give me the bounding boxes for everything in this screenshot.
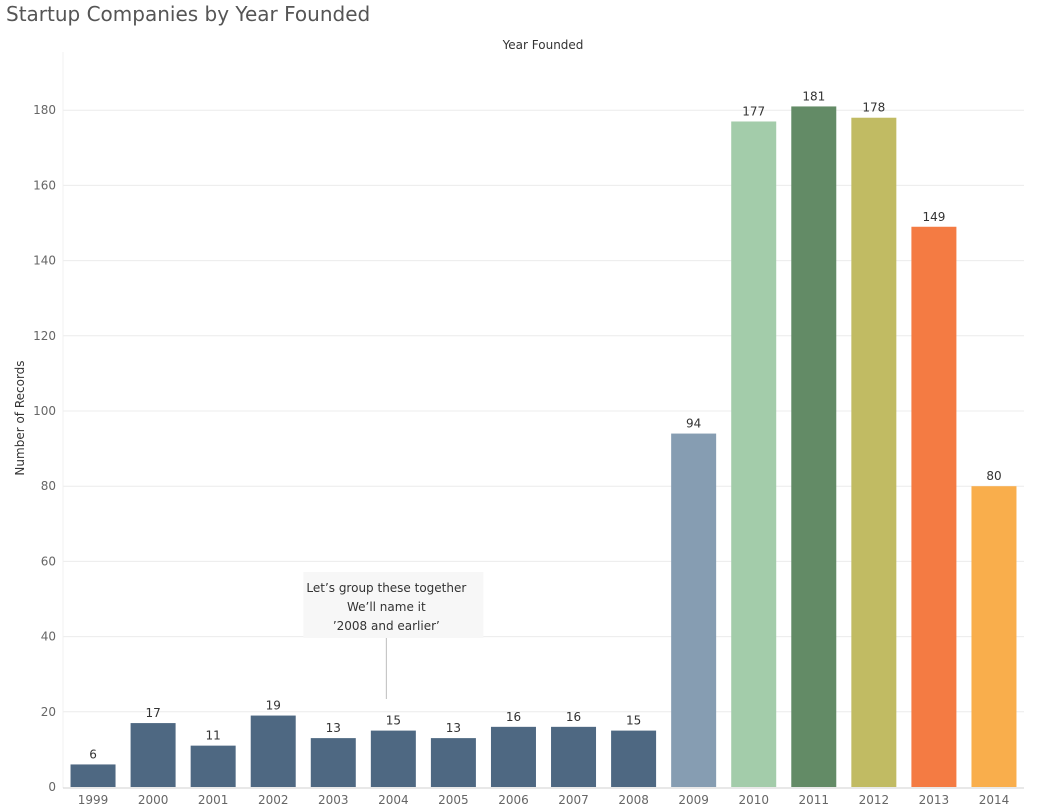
y-tick-label: 0 (48, 780, 56, 794)
x-axis-title: Year Founded (502, 38, 584, 52)
y-axis-title: Number of Records (13, 360, 27, 475)
data-label-2009: 94 (686, 417, 701, 431)
x-tick-label-2002: 2002 (258, 793, 289, 807)
data-label-2003: 13 (326, 721, 341, 735)
data-label-1999: 6 (89, 747, 97, 761)
bar-2005[interactable] (430, 738, 476, 787)
bar-2004[interactable] (370, 730, 416, 787)
bar-2010[interactable] (731, 121, 777, 788)
y-tick-label: 160 (33, 178, 56, 192)
data-label-2010: 177 (742, 104, 765, 118)
x-tick-label-1999: 1999 (78, 793, 109, 807)
data-label-2000: 17 (145, 706, 160, 720)
bar-2012[interactable] (851, 117, 897, 788)
y-tick-label: 120 (33, 329, 56, 343)
data-label-2004: 15 (386, 714, 401, 728)
y-axis-ticks: 0 20 40 60 80 100 120 140 160 180 (33, 103, 56, 794)
bar-2002[interactable] (250, 715, 296, 787)
bar-2014[interactable] (971, 486, 1017, 787)
x-tick-label-2009: 2009 (678, 793, 709, 807)
x-tick-label-2013: 2013 (919, 793, 950, 807)
bar-2001[interactable] (190, 745, 236, 787)
x-tick-label-2011: 2011 (799, 793, 830, 807)
data-label-2005: 13 (446, 721, 461, 735)
x-tick-label-2000: 2000 (138, 793, 169, 807)
x-tick-label-2007: 2007 (558, 793, 589, 807)
data-label-2001: 11 (206, 729, 221, 743)
x-tick-label-2005: 2005 (438, 793, 469, 807)
data-label-2014: 80 (986, 469, 1001, 483)
data-label-2013: 149 (922, 210, 945, 224)
y-tick-label: 80 (41, 479, 56, 493)
data-label-2012: 178 (862, 101, 885, 115)
bar-1999[interactable] (70, 764, 116, 787)
bar-2008[interactable] (611, 730, 657, 787)
x-tick-label-2004: 2004 (378, 793, 409, 807)
bar-2013[interactable] (911, 226, 957, 787)
data-label-2006: 16 (506, 710, 521, 724)
y-tick-label: 20 (41, 705, 56, 719)
y-tick-label: 180 (33, 103, 56, 117)
x-tick-label-2001: 2001 (198, 793, 229, 807)
x-tick-label-2010: 2010 (738, 793, 769, 807)
annotation-line: Let’s group these together (306, 581, 466, 595)
x-tick-label-2014: 2014 (979, 793, 1010, 807)
x-tick-label-2012: 2012 (859, 793, 890, 807)
y-tick-label: 100 (33, 404, 56, 418)
bar-2000[interactable] (130, 723, 176, 787)
data-label-2008: 15 (626, 714, 641, 728)
bar-2009[interactable] (671, 433, 717, 787)
bar-2003[interactable] (310, 738, 356, 787)
x-tick-label-2008: 2008 (618, 793, 649, 807)
x-tick-label-2006: 2006 (498, 793, 529, 807)
data-label-2002: 19 (266, 699, 281, 713)
annotation-line: We’ll name it (347, 600, 426, 614)
y-tick-label: 40 (41, 630, 56, 644)
data-label-2011: 181 (802, 89, 825, 103)
annotation: Let’s group these together We’ll name it ’… (303, 572, 484, 699)
annotation-line: ’2008 and earlier’ (333, 619, 440, 633)
bar-2007[interactable] (551, 726, 597, 787)
chart-title: Startup Companies by Year Founded (6, 2, 371, 26)
x-axis-ticks: 1999 2000 2001 2002 2003 2004 2005 2006 2007 2008… (78, 793, 1009, 807)
y-tick-label: 140 (33, 254, 56, 268)
annotation-box (303, 572, 484, 638)
x-tick-label-2003: 2003 (318, 793, 349, 807)
bars: 6 17 11 19 13 15 13 16 16 15 94 177 181 178 149 80 (70, 89, 1017, 788)
bar-2006[interactable] (490, 726, 536, 787)
data-label-2007: 16 (566, 710, 581, 724)
y-tick-label: 60 (41, 554, 56, 568)
bar-2011[interactable] (791, 106, 837, 787)
